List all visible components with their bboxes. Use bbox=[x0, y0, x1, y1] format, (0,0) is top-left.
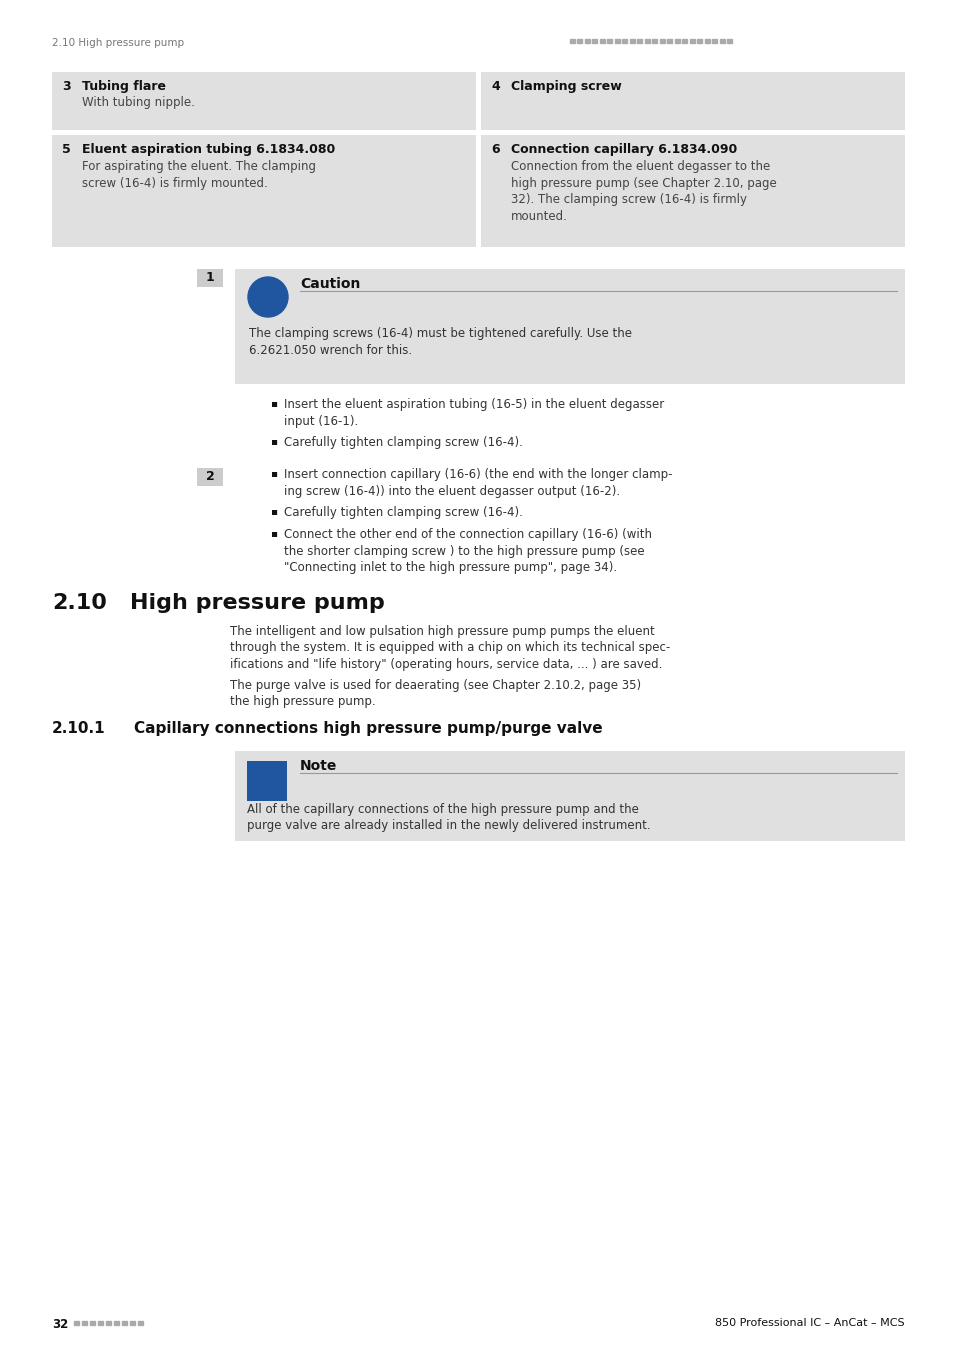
Text: 4: 4 bbox=[491, 80, 499, 93]
Text: Insert connection capillary (16-6) (the end with the longer clamp-
ing screw (16: Insert connection capillary (16-6) (the … bbox=[284, 468, 672, 498]
Bar bbox=[659, 39, 664, 42]
Text: Insert the eluent aspiration tubing (16-5) in the eluent degasser
input (16-1).: Insert the eluent aspiration tubing (16-… bbox=[284, 398, 663, 428]
FancyBboxPatch shape bbox=[480, 72, 904, 130]
Text: The clamping screws (16-4) must be tightened carefully. Use the
6.2621.050 wrenc: The clamping screws (16-4) must be tight… bbox=[249, 327, 631, 356]
Text: 2.10: 2.10 bbox=[52, 593, 107, 613]
Bar bbox=[74, 1322, 79, 1324]
Bar bbox=[727, 39, 732, 42]
Text: Eluent aspiration tubing 6.1834.080: Eluent aspiration tubing 6.1834.080 bbox=[82, 143, 335, 157]
Bar bbox=[704, 39, 709, 42]
Text: Tubing flare: Tubing flare bbox=[82, 80, 166, 93]
Bar bbox=[106, 1322, 111, 1324]
Text: 6: 6 bbox=[491, 143, 499, 157]
Bar bbox=[98, 1322, 103, 1324]
Bar bbox=[689, 39, 695, 42]
Bar bbox=[138, 1322, 143, 1324]
Bar bbox=[584, 39, 589, 42]
Bar bbox=[681, 39, 687, 42]
Bar bbox=[130, 1322, 135, 1324]
Text: The intelligent and low pulsation high pressure pump pumps the eluent
through th: The intelligent and low pulsation high p… bbox=[230, 625, 670, 671]
Text: High pressure pump: High pressure pump bbox=[130, 593, 384, 613]
Text: 32: 32 bbox=[52, 1318, 69, 1331]
Text: 2.10.1: 2.10.1 bbox=[52, 721, 106, 736]
Text: Clamping screw: Clamping screw bbox=[511, 80, 621, 93]
Text: 850 Professional IC – AnCat – MCS: 850 Professional IC – AnCat – MCS bbox=[715, 1318, 904, 1328]
Text: All of the capillary connections of the high pressure pump and the
purge valve a: All of the capillary connections of the … bbox=[247, 803, 650, 833]
Bar bbox=[720, 39, 724, 42]
Text: Connection capillary 6.1834.090: Connection capillary 6.1834.090 bbox=[511, 143, 737, 157]
FancyBboxPatch shape bbox=[247, 761, 287, 801]
Text: ▪: ▪ bbox=[270, 506, 276, 516]
Bar bbox=[652, 39, 657, 42]
Text: Carefully tighten clamping screw (16-4).: Carefully tighten clamping screw (16-4). bbox=[284, 506, 522, 518]
Text: Note: Note bbox=[299, 759, 337, 774]
FancyBboxPatch shape bbox=[234, 269, 904, 383]
Bar bbox=[577, 39, 582, 42]
Text: Carefully tighten clamping screw (16-4).: Carefully tighten clamping screw (16-4). bbox=[284, 436, 522, 450]
Bar bbox=[607, 39, 612, 42]
Text: 1: 1 bbox=[206, 271, 214, 284]
FancyBboxPatch shape bbox=[196, 468, 223, 486]
Bar bbox=[644, 39, 649, 42]
Text: 3: 3 bbox=[62, 80, 71, 93]
Text: 2.10 High pressure pump: 2.10 High pressure pump bbox=[52, 38, 184, 49]
Bar bbox=[637, 39, 641, 42]
FancyBboxPatch shape bbox=[480, 135, 904, 247]
Bar bbox=[90, 1322, 95, 1324]
FancyBboxPatch shape bbox=[196, 269, 223, 288]
FancyBboxPatch shape bbox=[234, 751, 904, 841]
Text: Capillary connections high pressure pump/purge valve: Capillary connections high pressure pump… bbox=[133, 721, 602, 736]
Bar bbox=[599, 39, 604, 42]
FancyBboxPatch shape bbox=[52, 72, 476, 130]
Bar bbox=[675, 39, 679, 42]
Text: The purge valve is used for deaerating (see Chapter 2.10.2, page 35)
the high pr: The purge valve is used for deaerating (… bbox=[230, 679, 640, 709]
Bar bbox=[697, 39, 701, 42]
Bar bbox=[592, 39, 597, 42]
Text: Caution: Caution bbox=[299, 277, 360, 292]
Bar bbox=[629, 39, 635, 42]
Bar bbox=[122, 1322, 127, 1324]
Text: ▪: ▪ bbox=[270, 468, 276, 478]
Text: ▪: ▪ bbox=[270, 436, 276, 446]
Text: Connect the other end of the connection capillary (16-6) (with
the shorter clamp: Connect the other end of the connection … bbox=[284, 528, 651, 574]
Bar bbox=[113, 1322, 119, 1324]
Bar bbox=[667, 39, 672, 42]
Bar bbox=[615, 39, 619, 42]
Text: !: ! bbox=[262, 281, 273, 305]
FancyBboxPatch shape bbox=[52, 135, 476, 247]
Text: 2: 2 bbox=[206, 470, 214, 483]
Bar bbox=[569, 39, 575, 42]
Bar bbox=[82, 1322, 87, 1324]
Text: Connection from the eluent degasser to the
high pressure pump (see Chapter 2.10,: Connection from the eluent degasser to t… bbox=[511, 161, 776, 223]
Text: ▪: ▪ bbox=[270, 398, 276, 408]
Text: For aspirating the eluent. The clamping
screw (16-4) is firmly mounted.: For aspirating the eluent. The clamping … bbox=[82, 161, 315, 189]
Bar bbox=[622, 39, 627, 42]
Text: With tubing nipple.: With tubing nipple. bbox=[82, 96, 194, 109]
Text: ▪: ▪ bbox=[270, 528, 276, 539]
Bar bbox=[712, 39, 717, 42]
Text: i: i bbox=[263, 771, 270, 791]
Text: 5: 5 bbox=[62, 143, 71, 157]
Circle shape bbox=[248, 277, 288, 317]
